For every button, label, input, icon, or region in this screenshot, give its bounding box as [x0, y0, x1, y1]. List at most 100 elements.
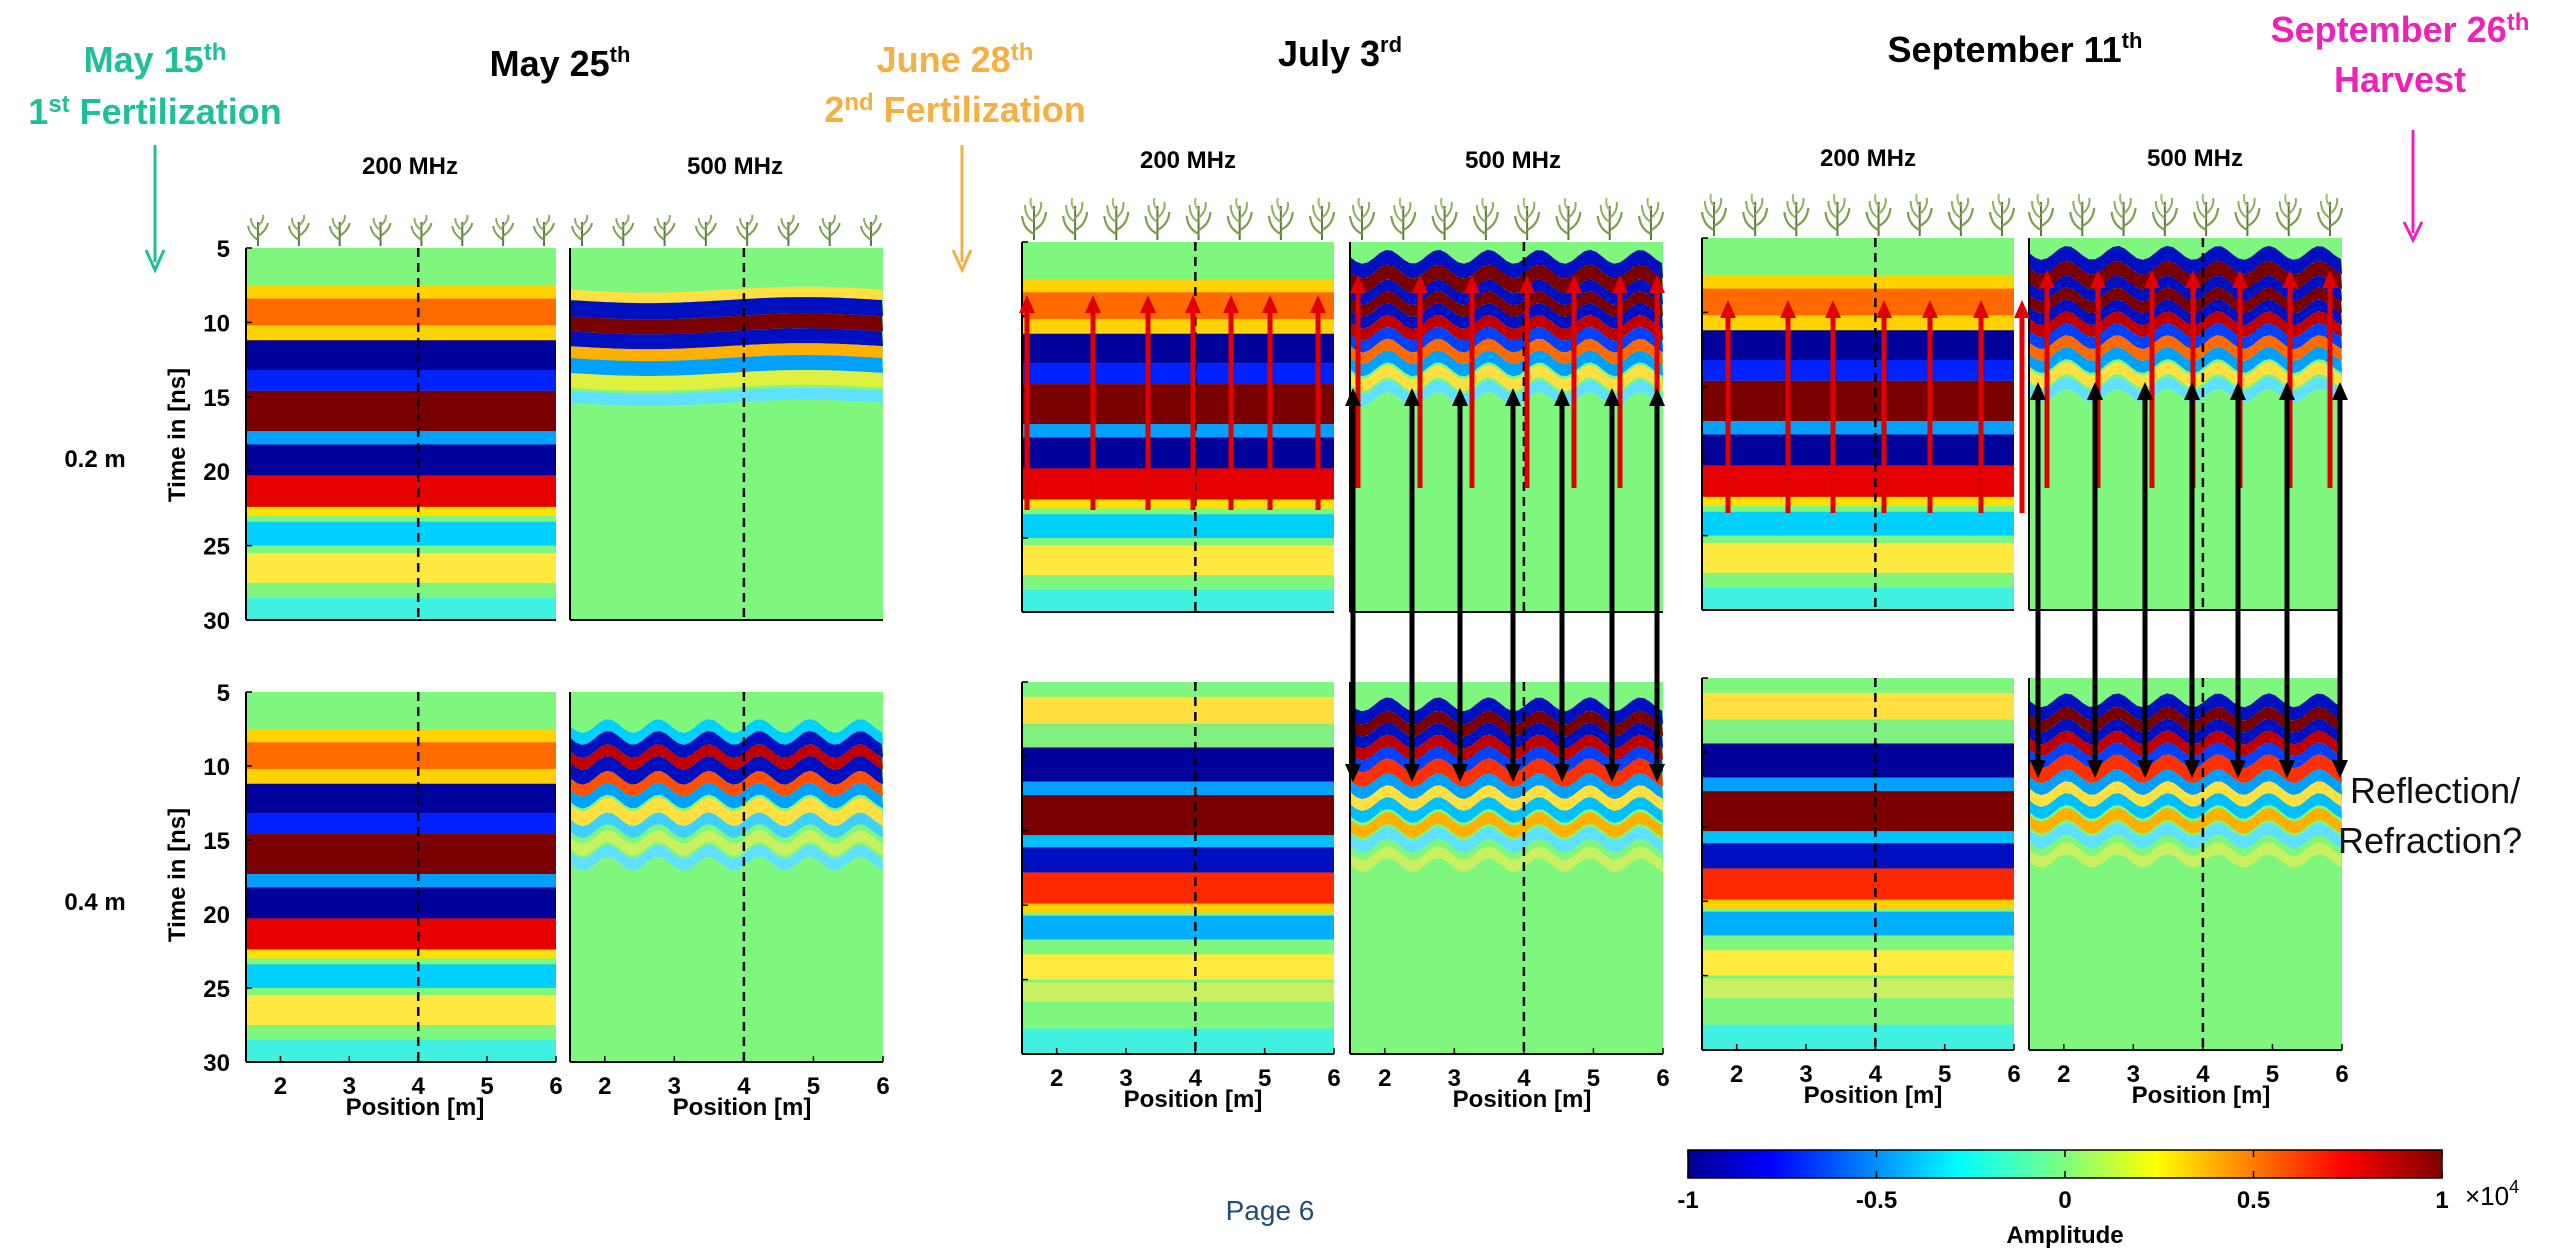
arrow-head — [1452, 764, 1468, 782]
x-tick-label: 5 — [1938, 1061, 1951, 1088]
signal-band — [246, 834, 556, 875]
y-tick-label: 10 — [203, 754, 230, 781]
x-tick-label: 5 — [807, 1073, 820, 1100]
x-axis-title-4: Position [m] — [1453, 1086, 1592, 1113]
arrow-head — [1825, 300, 1841, 318]
signal-band — [1022, 872, 1334, 904]
radargram-panel-1 — [245, 214, 556, 621]
radargram-panel-3 — [245, 692, 556, 1063]
arrow-head — [1649, 275, 1665, 293]
corn-plant-icon — [1226, 196, 1253, 242]
arrow-head — [1345, 388, 1361, 406]
x-tick-label: 2 — [2057, 1061, 2070, 1088]
arrow-head — [1223, 295, 1239, 313]
signal-band — [1702, 275, 2014, 289]
colorbar-tick-label: 0.5 — [2237, 1187, 2270, 1214]
signal-band — [1022, 499, 1334, 509]
signal-band — [570, 355, 883, 376]
signal-band — [1022, 514, 1334, 538]
signal-band — [570, 830, 883, 856]
x-tick-label: 2 — [1378, 1065, 1391, 1092]
corn-plant-icon — [2110, 192, 2137, 238]
freq-label-sep-500: 500 MHz — [2147, 145, 2243, 172]
signal-band — [246, 370, 556, 391]
signal-band — [2029, 706, 2342, 733]
signal-band — [1350, 710, 1663, 737]
corn-plant-icon — [2193, 192, 2220, 238]
x-tick-label: 3 — [343, 1073, 356, 1100]
signal-band — [570, 328, 883, 350]
corn-plant-icon — [777, 214, 800, 247]
signal-band — [1022, 847, 1334, 873]
signal-band — [1022, 279, 1334, 293]
arrow-head — [1452, 388, 1468, 406]
colorbar-multiplier: ×104 — [2465, 1177, 2519, 1211]
x-tick-label: 3 — [2127, 1061, 2140, 1088]
corn-plant-icon — [1947, 192, 1974, 238]
corn-plant-icon — [653, 214, 676, 247]
y-tick-label: 5 — [217, 236, 230, 263]
signal-band — [1350, 249, 1663, 279]
signal-band — [1702, 465, 2014, 497]
corn-plant-icon — [2151, 192, 2178, 238]
x-tick-label: 3 — [1448, 1065, 1461, 1092]
event-sep26-line1: September 26th — [2271, 9, 2530, 50]
x-axis-title-1: Position [m] — [346, 1094, 485, 1121]
corn-plant-icon — [1783, 192, 1810, 238]
corn-plant-icon — [492, 214, 515, 247]
y-tick-label: 15 — [203, 385, 230, 412]
signal-band — [1702, 330, 2014, 361]
signal-band — [246, 340, 556, 371]
arrow-head — [1649, 388, 1665, 406]
signal-band — [246, 949, 556, 959]
corn-plant-icon — [451, 214, 474, 247]
signal-band — [1350, 326, 1663, 353]
event-sep26-line2: Harvest — [2334, 59, 2466, 100]
x-axis-title-5: Position [m] — [1804, 1082, 1943, 1109]
signal-band — [1350, 303, 1663, 329]
x-tick-label: 6 — [2335, 1061, 2348, 1088]
signal-band — [570, 744, 883, 770]
arrow-head — [1019, 295, 1035, 313]
signal-band — [1022, 545, 1334, 575]
corn-plant-icon — [1906, 192, 1933, 238]
signal-band — [570, 770, 883, 797]
x-tick-label: 6 — [2007, 1061, 2020, 1088]
arrow-head — [2087, 382, 2103, 400]
signal-band — [246, 964, 556, 988]
signal-band — [2029, 299, 2342, 326]
radargram-panel-7 — [1021, 682, 1334, 1055]
signal-band — [1022, 747, 1334, 782]
signal-band — [246, 444, 556, 476]
colorbar-tick-label: 1 — [2435, 1187, 2448, 1214]
arrow-head — [2039, 270, 2055, 288]
x-tick-label: 6 — [1327, 1065, 1340, 1092]
x-tick-label: 5 — [480, 1073, 493, 1100]
signal-band — [570, 313, 883, 335]
signal-band — [1702, 911, 2014, 936]
arrow-head — [2184, 382, 2200, 400]
colorbar-label: Amplitude — [2006, 1222, 2123, 1249]
colorbar-tick-label: -0.5 — [1856, 1187, 1897, 1214]
x-tick-label: 5 — [2266, 1061, 2279, 1088]
y-tick-label: 5 — [217, 680, 230, 707]
signal-band — [570, 286, 883, 304]
signal-band — [1350, 365, 1663, 392]
x-tick-label: 4 — [737, 1073, 751, 1100]
arrow-head — [2030, 382, 2046, 400]
signal-band — [1702, 719, 2014, 744]
signal-band — [2029, 730, 2342, 757]
arrow-head — [1780, 300, 1796, 318]
arrow-head — [1404, 764, 1420, 782]
y-tick-labels: 5 10 15 20 25 30 5 10 15 20 25 30 — [203, 236, 1708, 1077]
corn-plant-icon — [736, 214, 759, 247]
arrow-head — [1412, 275, 1428, 293]
corn-plant-icon — [1020, 196, 1048, 242]
signal-band — [1350, 846, 1663, 872]
corn-plant-icon — [2234, 192, 2261, 238]
event-jun28-line2: 2nd Fertilization — [824, 89, 1085, 130]
radargram-panel-8 — [1349, 682, 1663, 1055]
y-tick-label: 30 — [203, 1050, 230, 1077]
signal-band — [2029, 260, 2342, 290]
freq-label-jul-200: 200 MHz — [1140, 147, 1236, 174]
